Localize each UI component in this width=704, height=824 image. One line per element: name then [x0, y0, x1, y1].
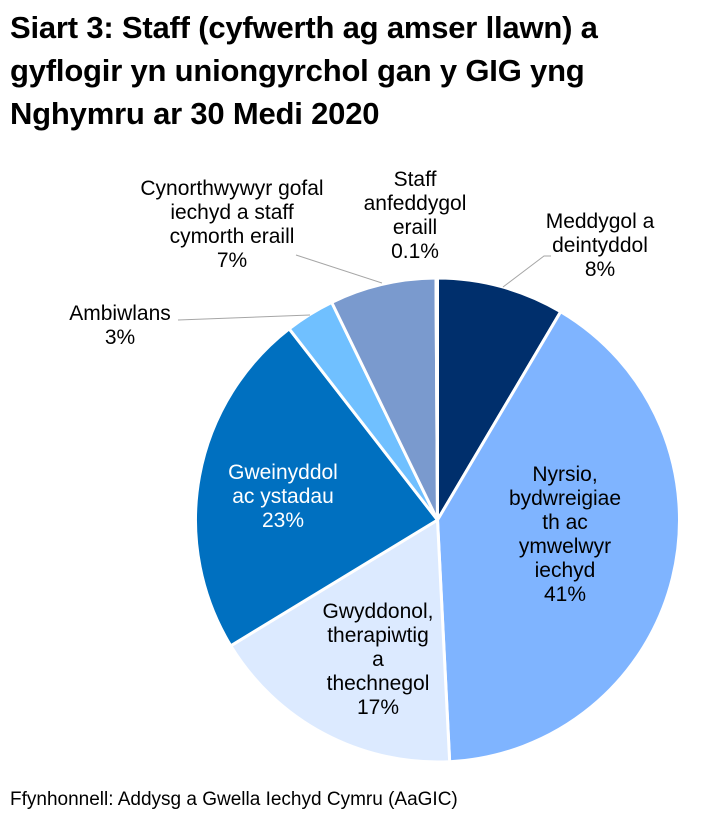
- pie-slice: [436, 310, 681, 764]
- leader-lines: [177, 254, 551, 321]
- source-note: Ffynhonnell: Addysg a Gwella Iechyd Cymr…: [10, 789, 458, 810]
- label-text: cymorth eraill: [169, 225, 295, 248]
- label-text: ymwelwyr: [518, 535, 612, 558]
- label-percent: 41%: [543, 583, 587, 606]
- label-text: thechnegol: [326, 672, 430, 695]
- pie-slice: [229, 518, 452, 764]
- label-gwyddonol: Gwyddonol, therapiwtig a thechnegol 17%: [308, 600, 448, 720]
- label-text: Nyrsio,: [532, 463, 598, 486]
- title-line-3: Nghymru ar 30 Medi 2020: [10, 96, 380, 131]
- pie-slice: [194, 327, 439, 648]
- label-ambiwlans: Ambiwlans 3%: [55, 302, 185, 350]
- label-text: iechyd a staff: [170, 201, 294, 224]
- label-text: anfeddygol: [363, 192, 467, 215]
- title-line-2: gyflogir yn uniongyrchol gan y GIG yng: [10, 53, 585, 88]
- label-text: Gweinyddol: [228, 461, 338, 484]
- pie-slice: [434, 276, 439, 522]
- label-percent: 3%: [104, 326, 136, 349]
- label-text: bydwreigiae: [508, 487, 622, 510]
- label-text: Meddygol a: [545, 210, 655, 233]
- title-line-1: Siart 3: Staff (cyfwerth ag amser llawn)…: [10, 10, 598, 45]
- label-anfeddygol: Staff anfeddygol eraill 0.1%: [360, 168, 470, 264]
- label-percent: 8%: [584, 258, 616, 281]
- leader-line-cynorthwywyr: [295, 254, 383, 284]
- label-text: Gwyddonol,: [322, 600, 434, 623]
- label-meddygol: Meddygol a deintyddol 8%: [530, 210, 670, 282]
- leader-line-meddygol: [502, 255, 551, 288]
- label-cynorthwywyr: Cynorthwywyr gofal iechyd a staff cymort…: [117, 177, 347, 273]
- leader-line-ambiwlans: [177, 314, 311, 321]
- label-text: iechyd: [534, 559, 596, 582]
- label-gweinyddol: Gweinyddol ac ystadau 23%: [218, 461, 348, 533]
- label-percent: 7%: [216, 249, 248, 272]
- label-text: a: [372, 648, 384, 671]
- label-text: eraill: [392, 216, 438, 239]
- label-text: ac ystadau: [232, 485, 334, 508]
- label-text: deintyddol: [552, 234, 648, 257]
- label-text: therapiwtig: [327, 624, 429, 647]
- label-text: Ambiwlans: [69, 302, 171, 325]
- label-nyrsio: Nyrsio, bydwreigiae th ac ymwelwyr iechy…: [495, 463, 635, 607]
- label-percent: 0.1%: [391, 240, 439, 263]
- label-text: Staff: [393, 168, 437, 191]
- label-percent: 23%: [261, 509, 305, 532]
- chart-title: Siart 3: Staff (cyfwerth ag amser llawn)…: [10, 6, 700, 135]
- label-text: Cynorthwywyr gofal: [140, 177, 324, 200]
- label-text: th ac: [542, 511, 588, 534]
- pie-slices: [194, 276, 681, 764]
- label-percent: 17%: [356, 696, 400, 719]
- pie-slice: [436, 276, 563, 522]
- pie-slice: [330, 276, 439, 522]
